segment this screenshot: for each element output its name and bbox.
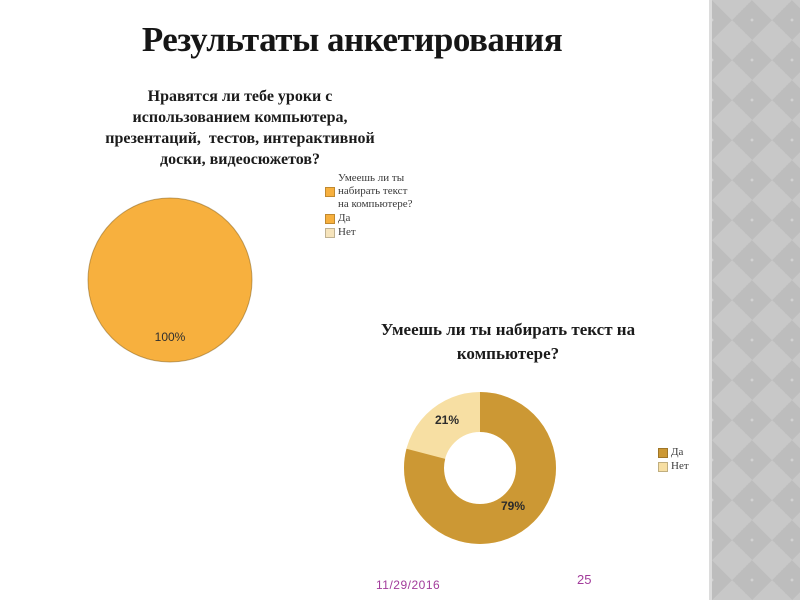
pie-chart-lessons bbox=[87, 197, 253, 363]
legend-swatch-no bbox=[325, 227, 335, 238]
slide-date: 11/29/2016 bbox=[376, 578, 441, 592]
donut-data-label-79: 79% bbox=[500, 499, 526, 513]
donut-slice-yes bbox=[404, 392, 556, 544]
chart2-title: Умеешь ли ты набирать текст на компьютер… bbox=[380, 320, 636, 363]
legend-item-no: Нет bbox=[658, 460, 718, 473]
legend-label-yes: Да bbox=[671, 446, 684, 458]
chart2-legend: Да Нет bbox=[658, 446, 718, 474]
legend-label-no: Нет bbox=[338, 226, 356, 238]
chart1-title: Нравятся ли тебе уроки с использованием … bbox=[105, 88, 375, 168]
legend-swatch-yes bbox=[325, 213, 335, 224]
donut-data-label-21: 21% bbox=[434, 413, 460, 427]
pie-slice-yes-100 bbox=[87, 197, 253, 363]
legend-item-yes: Да bbox=[658, 446, 718, 459]
slide-page-number: 25 bbox=[577, 572, 592, 587]
legend-swatch-series bbox=[325, 186, 335, 197]
legend-item-yes: Да bbox=[325, 212, 437, 225]
donut-chart-typing bbox=[404, 392, 556, 544]
legend-swatch-yes bbox=[658, 447, 668, 458]
legend-item-no: Нет bbox=[325, 226, 437, 239]
legend-label-series: Умеешь ли ты набирать текст на компьютер… bbox=[338, 172, 413, 210]
legend-label-yes: Да bbox=[338, 212, 351, 224]
legend-label-no: Нет bbox=[671, 460, 689, 472]
chart1-legend: Умеешь ли ты набирать текст на компьютер… bbox=[325, 172, 437, 240]
pie-data-label-100: 100% bbox=[154, 330, 186, 344]
decorative-diamond-sidebar bbox=[709, 0, 800, 600]
slide-title: Результаты анкетирования bbox=[141, 20, 563, 59]
legend-item-series: Умеешь ли ты набирать текст на компьютер… bbox=[325, 172, 437, 211]
legend-swatch-no bbox=[658, 461, 668, 472]
